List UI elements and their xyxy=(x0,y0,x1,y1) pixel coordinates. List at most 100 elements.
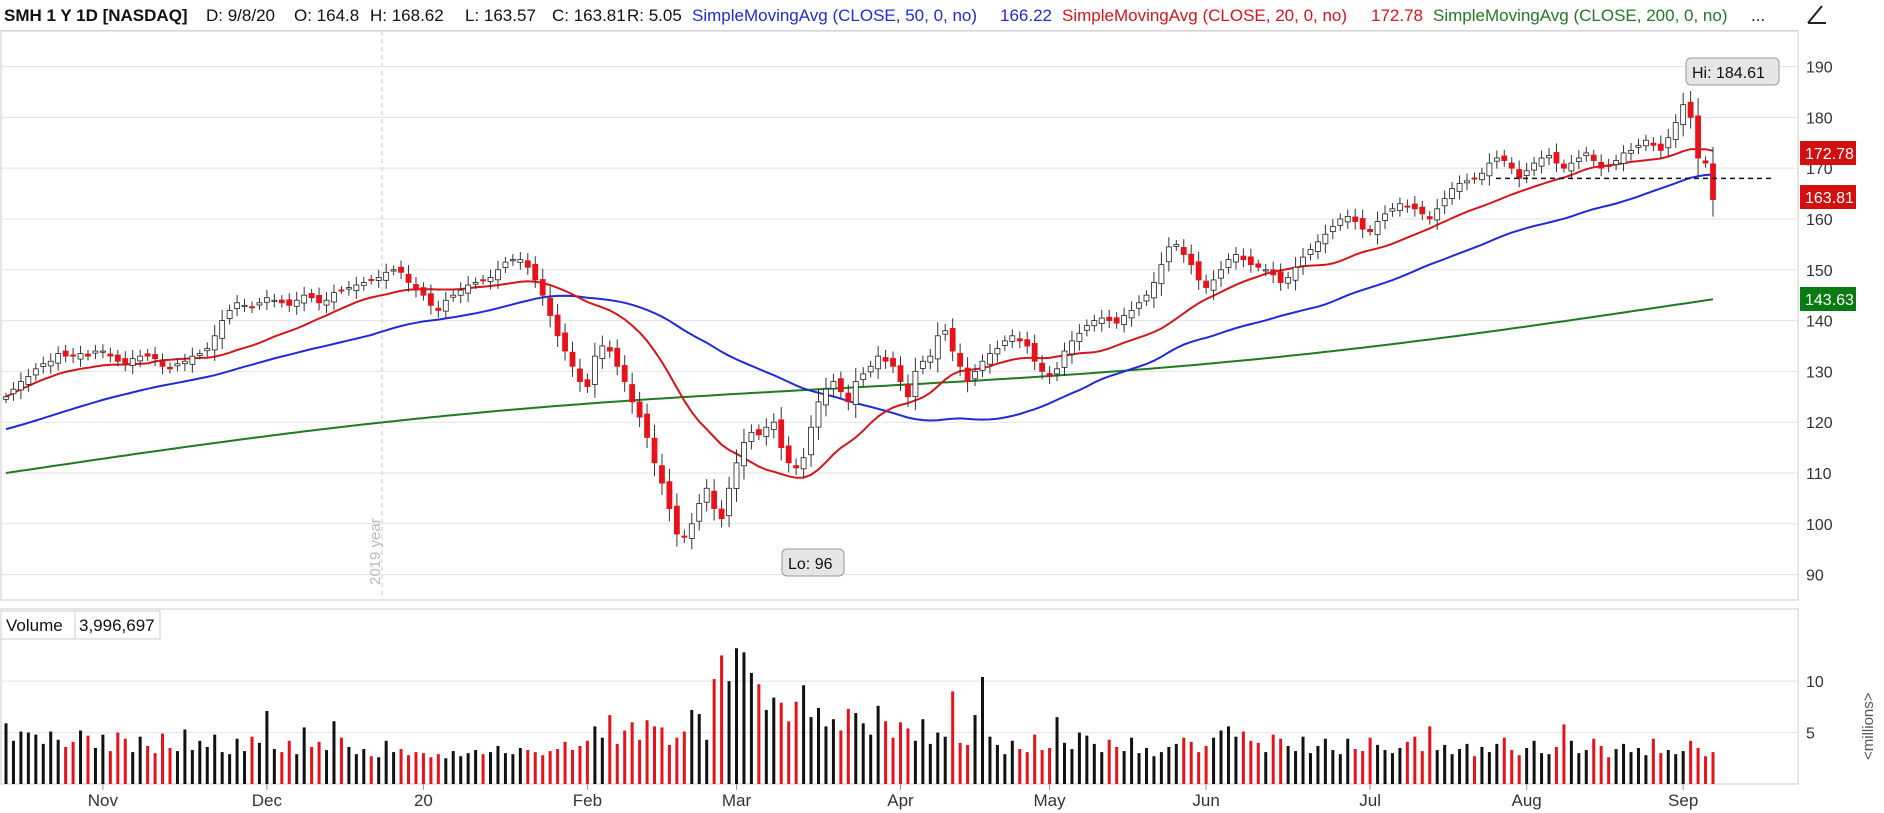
candle[interactable] xyxy=(1083,325,1090,331)
candle[interactable] xyxy=(1486,162,1493,177)
candle[interactable] xyxy=(927,355,934,363)
candle[interactable] xyxy=(398,266,404,273)
volume-bar[interactable] xyxy=(511,754,515,784)
candle[interactable] xyxy=(1434,208,1441,221)
volume-bar[interactable] xyxy=(205,746,209,784)
candle[interactable] xyxy=(1441,198,1448,207)
volume-bar[interactable] xyxy=(787,721,791,784)
volume-bar[interactable] xyxy=(310,746,314,784)
candle[interactable] xyxy=(867,365,874,373)
volume-bar[interactable] xyxy=(943,736,947,784)
candle[interactable] xyxy=(1598,161,1605,169)
candle[interactable] xyxy=(1508,162,1515,169)
volume-bar[interactable] xyxy=(235,738,239,784)
volume-bar[interactable] xyxy=(280,752,284,784)
volume-bar[interactable] xyxy=(1405,741,1409,784)
candle[interactable] xyxy=(1643,139,1649,147)
candle[interactable] xyxy=(793,465,800,469)
candle[interactable] xyxy=(159,361,166,367)
volume-bar[interactable] xyxy=(459,756,463,784)
volume-bar[interactable] xyxy=(1547,754,1551,784)
candle[interactable] xyxy=(40,363,47,367)
candle[interactable] xyxy=(1620,152,1627,164)
volume-bar[interactable] xyxy=(720,655,724,784)
candle[interactable] xyxy=(1359,218,1366,230)
candle[interactable] xyxy=(442,299,449,312)
volume-bar[interactable] xyxy=(228,754,232,784)
candle[interactable] xyxy=(70,354,76,357)
candle[interactable] xyxy=(10,388,17,395)
volume-bar[interactable] xyxy=(1629,752,1633,784)
candle[interactable] xyxy=(25,376,32,385)
candle[interactable] xyxy=(539,279,546,296)
volume-bar[interactable] xyxy=(1368,737,1372,784)
candle[interactable] xyxy=(338,289,345,292)
candle[interactable] xyxy=(651,437,658,464)
candle[interactable] xyxy=(375,276,382,281)
volume-bar[interactable] xyxy=(966,744,970,784)
volume-bar[interactable] xyxy=(1704,756,1708,784)
volume-bar[interactable] xyxy=(578,745,582,784)
volume-bar[interactable] xyxy=(1644,755,1648,784)
candle[interactable] xyxy=(942,330,949,335)
candle[interactable] xyxy=(770,421,777,430)
volume-bar[interactable] xyxy=(1316,745,1320,784)
candle[interactable] xyxy=(308,293,315,299)
candle[interactable] xyxy=(1009,335,1016,342)
candle[interactable] xyxy=(524,260,531,268)
volume-bar[interactable] xyxy=(369,756,373,784)
candle[interactable] xyxy=(353,284,360,291)
volume-bar[interactable] xyxy=(764,709,768,784)
candle[interactable] xyxy=(1024,339,1031,347)
volume-bar[interactable] xyxy=(414,752,418,784)
candle[interactable] xyxy=(1710,163,1716,201)
volume-bar[interactable] xyxy=(1130,737,1134,784)
volume-bar[interactable] xyxy=(1338,754,1342,784)
volume-bar[interactable] xyxy=(1085,735,1089,784)
volume-bar[interactable] xyxy=(407,755,411,784)
volume-bar[interactable] xyxy=(802,685,806,784)
candle[interactable] xyxy=(681,535,688,538)
candle[interactable] xyxy=(629,384,636,403)
volume-bar[interactable] xyxy=(891,737,895,784)
volume-bar[interactable] xyxy=(153,753,157,784)
volume-bar[interactable] xyxy=(1681,751,1685,784)
candle[interactable] xyxy=(167,366,173,370)
volume-bar[interactable] xyxy=(615,743,619,784)
candle[interactable] xyxy=(1165,246,1172,263)
volume-bar[interactable] xyxy=(1659,753,1663,784)
candle[interactable] xyxy=(3,396,9,400)
volume-bar[interactable] xyxy=(548,751,552,784)
volume-bar[interactable] xyxy=(1137,753,1141,784)
candle[interactable] xyxy=(837,378,844,393)
volume-bar[interactable] xyxy=(474,750,478,784)
volume-bar[interactable] xyxy=(1390,753,1394,784)
candle[interactable] xyxy=(1605,165,1612,168)
candle[interactable] xyxy=(107,353,114,357)
candle[interactable] xyxy=(726,487,732,517)
candle[interactable] xyxy=(331,292,337,303)
candle[interactable] xyxy=(815,401,822,428)
volume-bar[interactable] xyxy=(1033,734,1037,784)
candle[interactable] xyxy=(733,462,740,489)
volume-bar[interactable] xyxy=(1569,740,1573,784)
candle[interactable] xyxy=(1397,203,1403,211)
candle[interactable] xyxy=(256,302,263,306)
volume-bar[interactable] xyxy=(690,709,694,784)
volume-bar[interactable] xyxy=(1666,750,1670,784)
candle[interactable] xyxy=(1292,266,1299,281)
candle[interactable] xyxy=(211,335,218,351)
candle[interactable] xyxy=(852,381,859,405)
volume-bar[interactable] xyxy=(1376,744,1380,784)
candle[interactable] xyxy=(964,367,971,382)
candle[interactable] xyxy=(495,269,501,281)
volume-bar[interactable] xyxy=(4,723,8,784)
candle[interactable] xyxy=(1449,188,1456,199)
volume-bar[interactable] xyxy=(1622,743,1626,784)
candle[interactable] xyxy=(1054,368,1060,375)
candle[interactable] xyxy=(1561,163,1567,169)
volume-bar[interactable] xyxy=(675,737,679,784)
candle[interactable] xyxy=(502,261,509,268)
volume-bar[interactable] xyxy=(1122,751,1126,784)
candle[interactable] xyxy=(47,360,54,367)
